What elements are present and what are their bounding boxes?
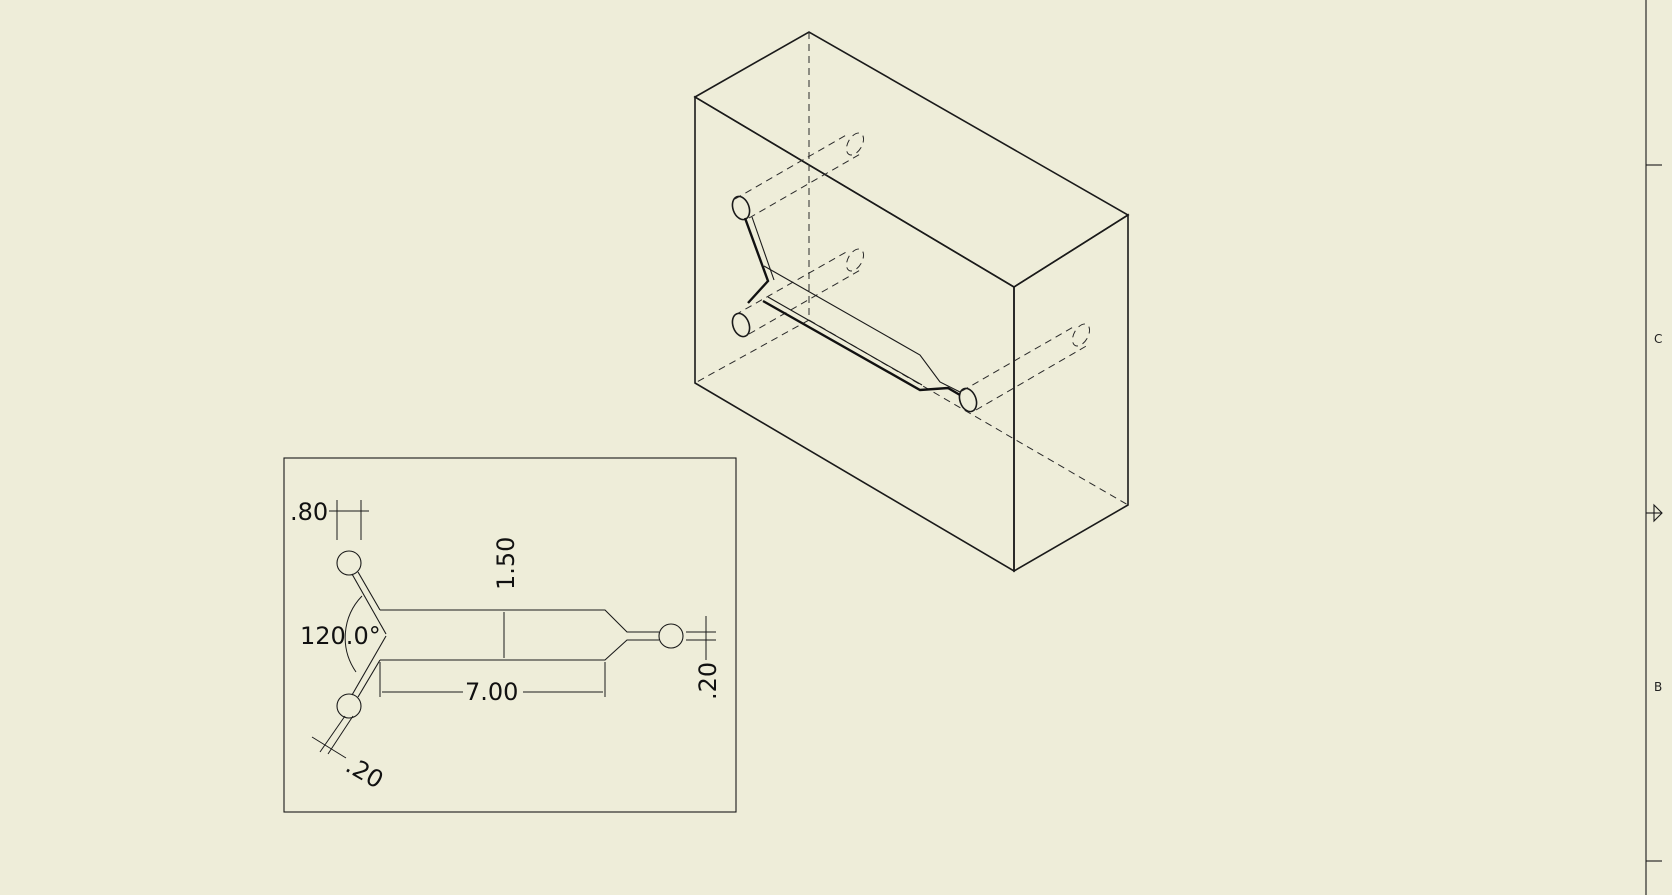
dimension-channel-height[interactable]: 1.50	[492, 537, 520, 658]
microchannel-iso	[731, 195, 978, 413]
dim-port-diameter-text: .80	[290, 498, 328, 526]
dimension-inlet-width[interactable]: .20	[311, 715, 388, 794]
dim-inlet-width-text: .20	[341, 751, 388, 794]
detail-view[interactable]: .80 1.50 120.0° 7.00 .20 .20	[283, 457, 737, 813]
inlet-port-top	[336, 550, 362, 576]
sheet-border: C B	[1645, 0, 1663, 895]
zone-label-c: C	[1654, 332, 1662, 346]
dimension-outlet-width[interactable]: .20	[686, 616, 722, 700]
isometric-view[interactable]	[693, 31, 1130, 573]
block-visible-edges	[693, 31, 1130, 573]
dim-channel-height-text: 1.50	[492, 537, 520, 590]
dim-channel-length-text: 7.00	[465, 678, 518, 706]
zone-label-b: B	[1654, 680, 1662, 694]
dimension-channel-length[interactable]: 7.00	[379, 662, 606, 706]
dim-inlet-angle-text: 120.0°	[300, 622, 381, 650]
block-hidden-edges	[694, 32, 1129, 506]
dimension-inlet-angle[interactable]: 120.0°	[300, 595, 381, 673]
center-mark-icon	[1653, 503, 1663, 523]
outlet-port	[658, 623, 684, 649]
channel-outline-detail	[336, 550, 684, 719]
dim-outlet-width-text: .20	[694, 662, 722, 700]
inlet-port-bottom	[336, 693, 362, 719]
dimension-port-diameter[interactable]: .80	[290, 498, 369, 540]
port-cylinders-hidden	[734, 132, 1091, 411]
detail-view-frame	[283, 457, 737, 813]
